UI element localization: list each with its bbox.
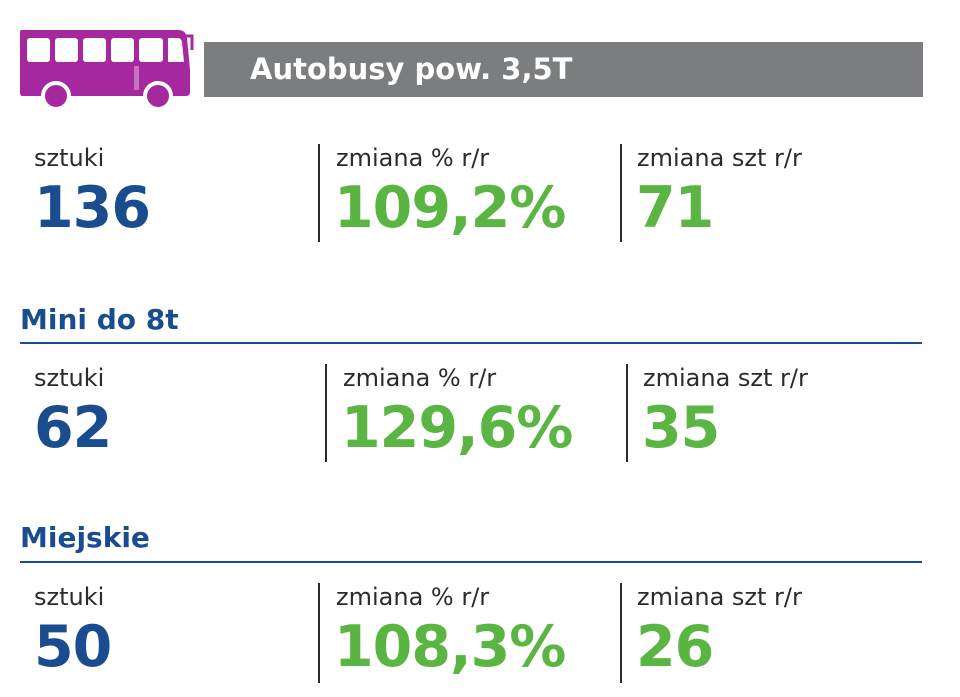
divider [620,583,622,683]
stat-value-change-percent: 109,2% [334,175,566,241]
divider [626,364,628,462]
stat-value-change-units: 26 [636,614,714,680]
divider [620,144,622,242]
section-rule [20,561,922,563]
stat-label-change-percent: zmiana % r/r [343,364,497,392]
stat-label-change-percent: zmiana % r/r [336,144,490,172]
stat-value-count: 62 [34,395,112,461]
stat-value-change-units: 35 [642,395,720,461]
stat-label-change-units: zmiana szt r/r [637,583,802,611]
stat-label-change-units: zmiana szt r/r [637,144,802,172]
divider [325,364,327,462]
stat-value-change-percent: 108,3% [334,614,566,680]
page-title: Autobusy pow. 3,5T [250,52,573,86]
stat-value-count: 50 [34,614,112,680]
bus-icon [20,30,194,108]
stat-label-count: sztuki [34,583,105,611]
section-rule [20,342,922,344]
divider [318,583,320,683]
section-title-mini: Mini do 8t [20,303,179,336]
stat-label-count: sztuki [34,144,105,172]
stat-label-count: sztuki [34,364,105,392]
section-title-city: Miejskie [20,521,150,554]
stat-value-change-percent: 129,6% [341,395,573,461]
stat-label-change-units: zmiana szt r/r [643,364,808,392]
header-bar: Autobusy pow. 3,5T [204,42,923,97]
stat-value-change-units: 71 [636,175,714,241]
divider [318,144,320,242]
stat-label-change-percent: zmiana % r/r [336,583,490,611]
stat-value-count: 136 [34,175,151,241]
